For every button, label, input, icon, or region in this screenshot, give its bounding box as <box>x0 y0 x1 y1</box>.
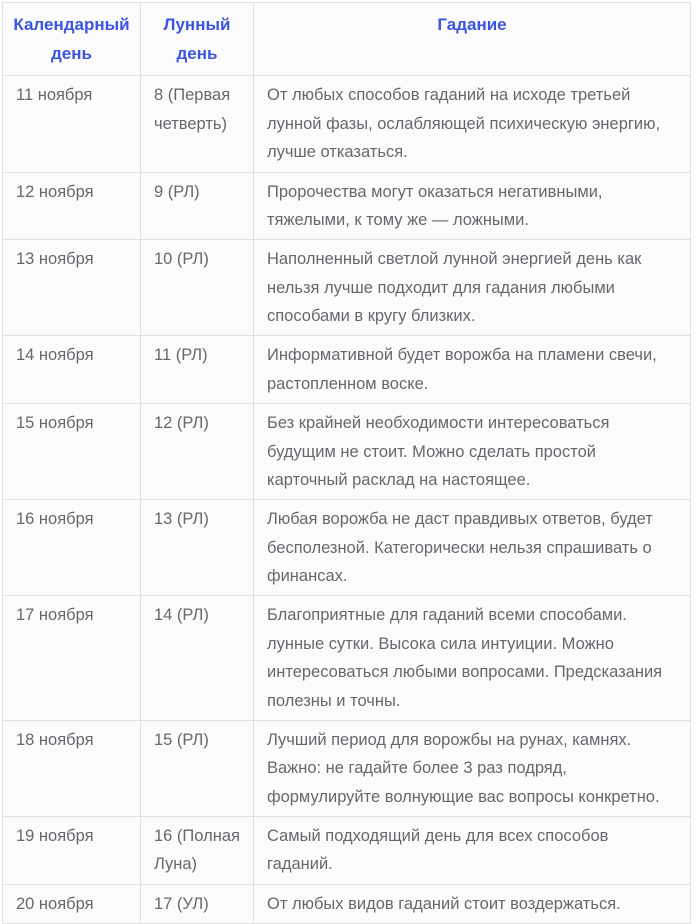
calendar-day-cell: 16 ноября <box>2 499 141 597</box>
table-row: 14 ноября 11 (РЛ) Информативной будет во… <box>2 335 691 405</box>
table-row: 13 ноября 10 (РЛ) Наполненный светлой лу… <box>2 239 691 337</box>
divination-cell: От любых способов гаданий на исходе трет… <box>253 75 691 173</box>
table-row: 15 ноября 12 (РЛ) Без крайней необходимо… <box>2 403 691 501</box>
table-row: 11 ноября 8 (Первая четверть) От любых с… <box>2 75 691 173</box>
calendar-day-cell: 11 ноября <box>2 75 141 173</box>
moon-day-cell: 16 (Полная Луна) <box>140 816 254 885</box>
divination-cell: Без крайней необходимости интересоваться… <box>253 403 691 501</box>
divination-cell: Лучший период для ворожбы на рунах, камн… <box>253 719 691 818</box>
moon-day-cell: 15 (РЛ) <box>140 719 254 818</box>
moon-day-cell: 14 (РЛ) <box>140 595 254 721</box>
calendar-day-cell: 15 ноября <box>2 403 141 501</box>
moon-day-cell: 12 (РЛ) <box>140 403 254 501</box>
divination-cell: Наполненный светлой лунной энергией день… <box>253 239 691 337</box>
moon-day-cell: 13 (РЛ) <box>140 499 254 597</box>
divination-cell: Самый подходящий день для всех способов … <box>253 816 691 885</box>
divination-cell: Любая ворожба не даст правдивых ответов,… <box>253 499 691 597</box>
calendar-day-cell: 12 ноября <box>2 171 141 241</box>
table-header-row: Календарный день Лунный день Гадание <box>2 1 691 77</box>
table-row: 16 ноября 13 (РЛ) Любая ворожба не даст … <box>2 499 691 597</box>
calendar-day-cell: 18 ноября <box>2 719 141 818</box>
calendar-day-cell: 20 ноября <box>2 883 141 924</box>
table-row: 17 ноября 14 (РЛ) Благоприятные для гада… <box>2 595 691 721</box>
calendar-day-cell: 13 ноября <box>2 239 141 337</box>
header-moon-day: Лунный день <box>140 1 254 77</box>
calendar-day-cell: 14 ноября <box>2 335 141 405</box>
moon-day-cell: 11 (РЛ) <box>140 335 254 405</box>
moon-day-cell: 10 (РЛ) <box>140 239 254 337</box>
table-row: 20 ноября 17 (УЛ) От любых видов гаданий… <box>2 883 691 924</box>
moon-day-cell: 9 (РЛ) <box>140 171 254 241</box>
calendar-day-cell: 17 ноября <box>2 595 141 721</box>
calendar-day-cell: 19 ноября <box>2 816 141 885</box>
divination-cell: Информативной будет ворожба на пламени с… <box>253 335 691 405</box>
table-row: 19 ноября 16 (Полная Луна) Самый подходя… <box>2 816 691 885</box>
moon-day-cell: 8 (Первая четверть) <box>140 75 254 173</box>
table-row: 12 ноября 9 (РЛ) Пророчества могут оказа… <box>2 171 691 241</box>
header-calendar-day: Календарный день <box>2 1 141 77</box>
divination-cell: Пророчества могут оказаться негативными,… <box>253 171 691 241</box>
header-divination: Гадание <box>253 1 691 77</box>
table-row: 18 ноября 15 (РЛ) Лучший период для воро… <box>2 719 691 818</box>
divination-cell: Благоприятные для гаданий всеми способам… <box>253 595 691 721</box>
